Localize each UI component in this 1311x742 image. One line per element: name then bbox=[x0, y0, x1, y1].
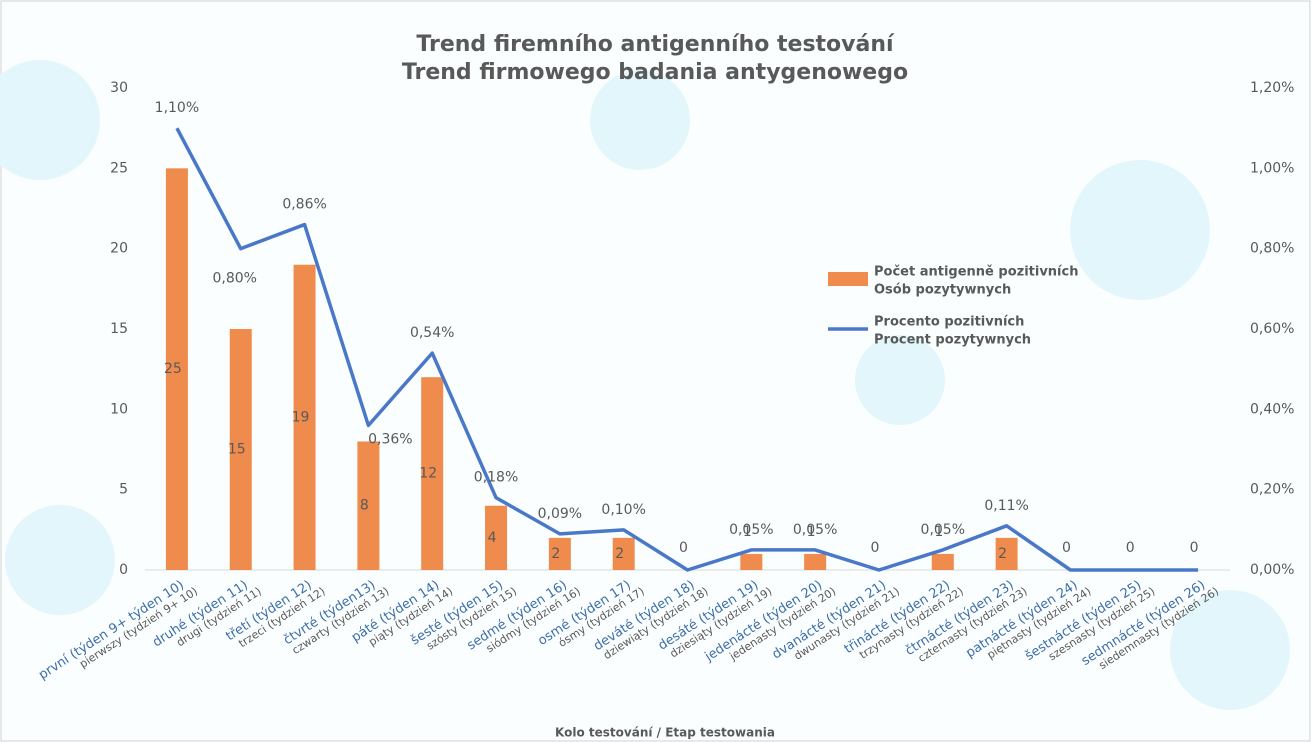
bar-value-label: 12 bbox=[419, 466, 437, 482]
bar-value-label: 0 bbox=[871, 540, 880, 556]
line-value-label: 0,18% bbox=[474, 470, 518, 486]
bar-value-label: 2 bbox=[615, 546, 624, 562]
line-value-label: 0,36% bbox=[368, 431, 412, 447]
bar-value-label: 0 bbox=[1190, 540, 1199, 556]
chart: Trend firemního antigenního testování Tr… bbox=[0, 0, 1311, 742]
bar-value-label: 2 bbox=[551, 546, 560, 562]
y-tick-label: 25 bbox=[110, 160, 128, 176]
legend-label: Osób pozytywnych bbox=[874, 283, 1011, 298]
page: Trend firemního antigenního testování Tr… bbox=[0, 0, 1311, 742]
bar bbox=[740, 554, 762, 570]
y2-tick-label: 1,20% bbox=[1250, 80, 1294, 96]
line-value-label: 0,11% bbox=[984, 498, 1028, 514]
bar-value-label: 19 bbox=[292, 409, 310, 425]
y2-tick-label: 0,60% bbox=[1250, 321, 1294, 337]
y2-tick-label: 0,80% bbox=[1250, 241, 1294, 257]
bar-value-label: 0 bbox=[679, 540, 688, 556]
chart-title: Trend firemního antigenního testování bbox=[416, 32, 895, 57]
bar bbox=[804, 554, 826, 570]
legend-swatch bbox=[828, 272, 868, 286]
bar-value-label: 8 bbox=[360, 498, 369, 514]
y-tick-label: 15 bbox=[110, 321, 128, 337]
legend-label: Procent pozytywnych bbox=[874, 333, 1031, 348]
line-value-label: 0,05% bbox=[729, 522, 773, 538]
bar-value-label: 0 bbox=[1062, 540, 1071, 556]
y-tick-label: 5 bbox=[119, 482, 128, 498]
legend-label: Počet antigenně pozitivních bbox=[874, 265, 1078, 280]
line-value-label: 0,05% bbox=[921, 522, 965, 538]
bar-value-label: 15 bbox=[228, 442, 246, 458]
y-tick-label: 0 bbox=[119, 562, 128, 578]
bar-value-label: 2 bbox=[998, 546, 1007, 562]
line-value-label: 1,10% bbox=[155, 100, 199, 116]
line-value-label: 0,54% bbox=[410, 325, 454, 341]
bar-value-label: 25 bbox=[164, 361, 182, 377]
legend-label: Procento pozitivních bbox=[874, 315, 1024, 330]
bar-value-label: 0 bbox=[1126, 540, 1135, 556]
line-value-label: 0,09% bbox=[538, 506, 582, 522]
y-tick-label: 20 bbox=[110, 241, 128, 257]
line-value-label: 0,05% bbox=[793, 522, 837, 538]
line-value-label: 0,86% bbox=[282, 197, 326, 213]
line-value-label: 0,10% bbox=[601, 502, 645, 518]
line-value-label: 0,80% bbox=[212, 271, 256, 287]
y2-tick-label: 0,00% bbox=[1250, 562, 1294, 578]
y-tick-label: 30 bbox=[110, 80, 128, 96]
y2-tick-label: 0,20% bbox=[1250, 482, 1294, 498]
x-axis-title: Kolo testování / Etap testowania bbox=[555, 726, 775, 740]
bar-value-label: 4 bbox=[488, 530, 497, 546]
chart-subtitle: Trend firmowego badania antygenowego bbox=[402, 60, 908, 85]
y-tick-label: 10 bbox=[110, 401, 128, 417]
y2-tick-label: 0,40% bbox=[1250, 401, 1294, 417]
bar bbox=[932, 554, 954, 570]
y2-tick-label: 1,00% bbox=[1250, 160, 1294, 176]
